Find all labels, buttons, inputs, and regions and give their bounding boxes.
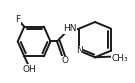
Text: CH₃: CH₃ [112, 54, 128, 63]
Text: OH: OH [23, 65, 36, 74]
Text: N: N [76, 46, 83, 55]
Text: O: O [61, 56, 68, 65]
Text: F: F [15, 15, 20, 24]
Text: HN: HN [63, 24, 76, 33]
